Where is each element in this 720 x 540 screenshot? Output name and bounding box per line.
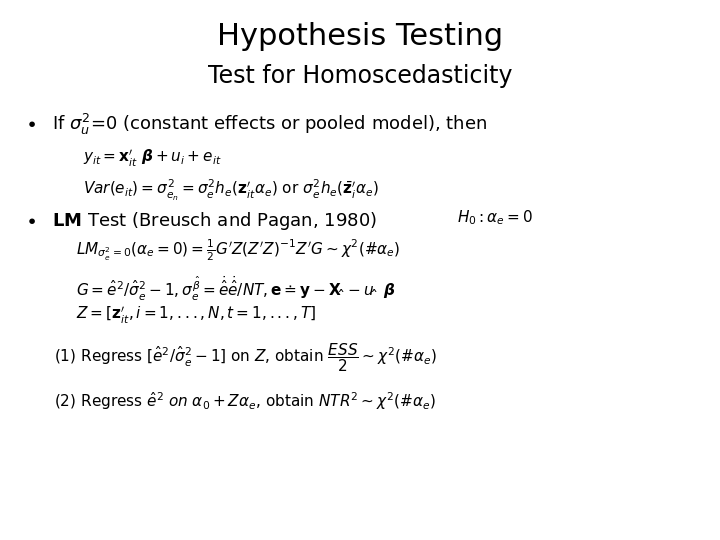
Text: $\bullet$: $\bullet$ bbox=[25, 113, 36, 132]
Text: If $\sigma_u^2$=0 (constant effects or pooled model), then: If $\sigma_u^2$=0 (constant effects or p… bbox=[52, 112, 487, 137]
Text: $G=\hat{e}^2/\hat{\sigma}_e^2-1,\sigma_e^{\hat{\beta}}=\dot{\hat{e}}\dot{\hat{e}: $G=\hat{e}^2/\hat{\sigma}_e^2-1,\sigma_e… bbox=[76, 274, 395, 302]
Text: Test for Homoscedasticity: Test for Homoscedasticity bbox=[208, 64, 512, 87]
Text: $\mathbf{LM}$ Test (Breusch and Pagan, 1980): $\mathbf{LM}$ Test (Breusch and Pagan, 1… bbox=[52, 210, 377, 232]
Text: $y_{it}=\mathbf{x}_{it}^{\prime}\ \boldsymbol{\beta}+u_i+e_{it}$: $y_{it}=\mathbf{x}_{it}^{\prime}\ \bolds… bbox=[83, 148, 221, 169]
Text: $H_0:\alpha_e=0$: $H_0:\alpha_e=0$ bbox=[457, 208, 534, 227]
Text: Hypothesis Testing: Hypothesis Testing bbox=[217, 22, 503, 51]
Text: $\bullet$: $\bullet$ bbox=[25, 210, 36, 228]
Text: $Z=[\mathbf{z}_{it}^{\prime},i=1,...,N,t=1,...,T]$: $Z=[\mathbf{z}_{it}^{\prime},i=1,...,N,t… bbox=[76, 305, 316, 326]
Text: $LM_{\sigma_e^2=0}(\alpha_e=0)=\frac{1}{2}G^{\prime}Z(Z^{\prime}Z)^{-1}Z^{\prime: $LM_{\sigma_e^2=0}(\alpha_e=0)=\frac{1}{… bbox=[76, 238, 400, 263]
Text: (2) Regress $\hat{e}^2$ $\mathit{on}$ $\alpha_0+Z\alpha_e$, obtain $NTR^2\sim\ch: (2) Regress $\hat{e}^2$ $\mathit{on}$ $\… bbox=[54, 390, 436, 412]
Text: (1) Regress $[\hat{e}^2/\hat{\sigma}_e^2-1]$ on $Z$, obtain $\dfrac{ESS}{2}\sim\: (1) Regress $[\hat{e}^2/\hat{\sigma}_e^2… bbox=[54, 341, 437, 374]
Text: $Var(e_{it})=\sigma^2_{e_n}=\sigma^2_e h_e(\mathbf{z}_{it}^{\prime}\alpha_e)\ \m: $Var(e_{it})=\sigma^2_{e_n}=\sigma^2_e h… bbox=[83, 178, 379, 203]
